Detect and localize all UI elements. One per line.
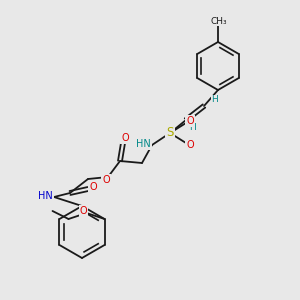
- Text: O: O: [89, 182, 97, 192]
- Text: O: O: [121, 133, 129, 143]
- Text: O: O: [102, 175, 110, 185]
- Text: O: O: [186, 116, 194, 126]
- Text: O: O: [80, 206, 87, 216]
- Text: H: H: [212, 95, 218, 104]
- Text: S: S: [166, 127, 174, 140]
- Text: O: O: [186, 140, 194, 150]
- Text: HN: HN: [136, 139, 151, 149]
- Text: H: H: [189, 122, 195, 131]
- Text: HN: HN: [38, 191, 53, 201]
- Text: CH₃: CH₃: [211, 16, 227, 26]
